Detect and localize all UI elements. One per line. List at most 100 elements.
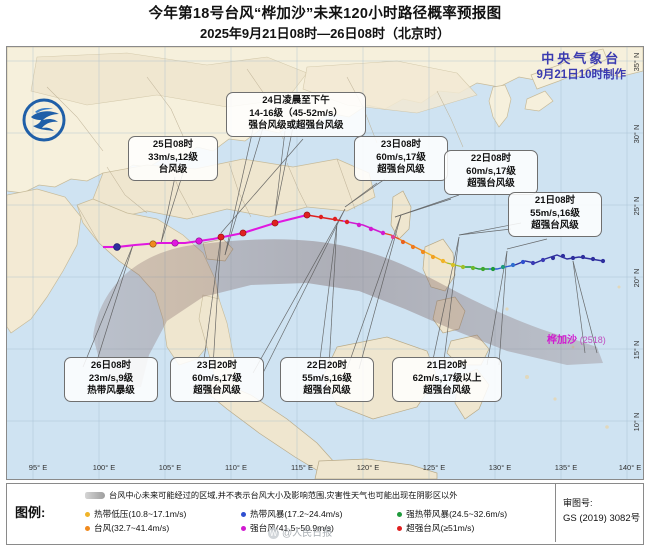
callout-line-category: 超强台风级: [531, 220, 579, 231]
callout-line-category: 超强台风级: [423, 385, 471, 396]
lon-tick: 120° E: [356, 463, 380, 472]
category-dot-icon: [397, 511, 403, 517]
callout-21d20[interactable]: 21日20时 62m/s,17级以上 超强台风级: [392, 357, 502, 402]
islet: [505, 307, 509, 311]
approval-label: 审图号:: [563, 498, 593, 508]
callout-line-wind: 55m/s,16级: [302, 372, 352, 384]
longitude-axis: 95° E 100° E 105° E 110° E 115° E 120° E…: [6, 463, 642, 477]
legend-item-td: 热带低压(10.8~17.1m/s): [85, 508, 241, 520]
callout-line-time: 25日08时: [152, 139, 194, 150]
observed-track-points: [318, 214, 606, 272]
callout-23d08[interactable]: 23日08时 60m/s,17级 超强台风级: [354, 136, 448, 181]
agency-name: 中央气象台: [541, 51, 622, 66]
callout-line-category: 超强台风级: [193, 385, 241, 396]
agency-issued-time: 9月21日10时制作: [536, 69, 626, 81]
probability-cone: [93, 239, 603, 391]
callout-line-category: 热带风暴级: [87, 385, 135, 396]
callout-line-time: 26日08时: [90, 360, 132, 371]
callout-line-time: 21日20时: [426, 360, 468, 371]
latitude-axis: 10° N 15° N 20° N 25° N 30° N 35° N: [625, 46, 647, 478]
forecast-point-21d20: [271, 219, 279, 227]
approval-number: GS (2019) 3082号: [563, 513, 641, 524]
category-label: 强热带风暴(24.5~32.6m/s): [406, 509, 508, 519]
lon-tick: 140° E: [618, 463, 642, 472]
callout-line-time: 22日20时: [306, 360, 348, 371]
callout-line-wind: 33m/s,12级: [148, 151, 198, 163]
legend-item-sty: 强台风(41.5~50.9m/s): [241, 522, 397, 534]
callout-line-category: 台风级: [158, 164, 188, 175]
category-dot-icon: [85, 525, 90, 531]
callout-22d20[interactable]: 22日20时 55m/s,16级 超强台风级: [280, 357, 374, 402]
callout-line-wind: 60m/s,17级: [192, 372, 242, 384]
lon-tick: 125° E: [422, 463, 446, 472]
legend-note-text: 台风中心未来可能经过的区域,并不表示台风大小及影响范围,灾害性天气也可能出现在阴…: [109, 491, 458, 500]
callout-21d08[interactable]: 21日08时 55m/s,16级 超强台风级: [508, 192, 602, 237]
forecast-track-points: [113, 211, 311, 251]
lon-tick: 95° E: [28, 463, 48, 472]
category-label: 强台风(41.5~50.9m/s): [250, 523, 334, 533]
watermark: W @人民日报: [268, 524, 332, 539]
callout-22d08[interactable]: 22日08时 60m/s,17级 超强台风级: [444, 150, 538, 195]
legend-row: 热带低压(10.8~17.1m/s) 热带风暴(17.2~24.4m/s) 强热…: [85, 508, 555, 520]
legend-categories: 热带低压(10.8~17.1m/s) 热带风暴(17.2~24.4m/s) 强热…: [85, 506, 555, 534]
ensemble-members: [82, 120, 598, 374]
category-dot-icon: [85, 511, 90, 517]
forecast-track: [103, 211, 311, 251]
forecast-point-21d08: [303, 211, 311, 219]
callout-line-time: 23日08时: [380, 139, 422, 150]
lat-tick: 30° N: [631, 124, 641, 144]
callout-25d08[interactable]: 25日08时 33m/s,12级 台风级: [128, 136, 218, 181]
callout-line-category: 强台风级或超强台风级: [248, 120, 344, 131]
forecast-point-25d08: [149, 240, 157, 248]
callout-line-wind: 55m/s,16级: [530, 207, 580, 219]
callout-line-time: 21日08时: [534, 195, 576, 206]
landmass-korea: [488, 84, 512, 128]
lon-tick: 110° E: [224, 463, 248, 472]
legend-divider: [555, 484, 556, 542]
landmass-luzon: [422, 238, 456, 292]
callout-23d20[interactable]: 23日20时 60m/s,17级 超强台风级: [170, 357, 264, 402]
observed-track: [306, 214, 606, 272]
category-label: 热带风暴(17.2~24.4m/s): [250, 509, 343, 519]
callout-line-wind: 60m/s,17级: [466, 165, 516, 177]
islet: [605, 425, 609, 429]
legend-item-sts: 强热带风暴(24.5~32.6m/s): [397, 508, 555, 520]
forecast-point-23d20: [171, 239, 179, 247]
title-period: 2025年9月21日08时—26日08时（北京时）: [200, 26, 450, 41]
forecast-point-23d08: [195, 237, 203, 245]
category-label: 台风(32.7~41.4m/s): [94, 523, 170, 533]
category-label: 热带低压(10.8~17.1m/s): [94, 509, 187, 519]
callout-24d[interactable]: 24日凌晨至下午 14-16级（45-52m/s） 强台风级或超强台风级: [226, 92, 366, 137]
landmass-japan-kyushu: [524, 90, 554, 112]
page-title: 今年第18号台风“桦加沙”未来120小时路径概率预报图 2025年9月21日08…: [0, 4, 650, 43]
cma-dragon-logo-icon: [21, 97, 67, 143]
callout-line-time: 23日20时: [196, 360, 238, 371]
agency-stamp: 中央气象台 9月21日10时制作: [537, 50, 626, 83]
lat-tick: 10° N: [631, 412, 641, 432]
forecast-point-22d08: [239, 229, 247, 237]
islet: [553, 397, 557, 401]
lon-tick: 115° E: [290, 463, 314, 472]
storm-name-text: 桦加沙: [547, 335, 577, 346]
category-dot-icon: [241, 525, 247, 531]
forecast-point-26d08: [113, 243, 121, 251]
landmass-java: [314, 458, 438, 479]
lon-tick: 105° E: [158, 463, 182, 472]
lon-tick: 130° E: [488, 463, 512, 472]
lon-tick: 135° E: [554, 463, 578, 472]
callout-line-time: 22日08时: [470, 153, 512, 164]
legend-panel: 图例: 台风中心未来可能经过的区域,并不表示台风大小及影响范围,灾害性天气也可能…: [6, 483, 644, 545]
callout-line-time: 24日凌晨至下午: [262, 95, 330, 106]
callout-line-wind: 62m/s,17级以上: [412, 372, 482, 384]
landmass-myanmar: [7, 188, 82, 334]
approval-block: 审图号: GS (2019) 3082号: [563, 496, 640, 526]
lat-tick: 20° N: [631, 268, 641, 288]
lat-tick: 35° N: [631, 52, 641, 72]
legend-item-superty: 超强台风(≥51m/s): [397, 522, 555, 534]
title-main: 今年第18号台风“桦加沙”未来120小时路径概率预报图: [148, 6, 502, 22]
lat-tick: 25° N: [631, 196, 641, 216]
storm-number-text: (2518): [579, 335, 606, 345]
callout-line-category: 超强台风级: [467, 178, 515, 189]
lon-tick: 100° E: [92, 463, 116, 472]
callout-26d08[interactable]: 26日08时 23m/s,9级 热带风暴级: [64, 357, 158, 402]
